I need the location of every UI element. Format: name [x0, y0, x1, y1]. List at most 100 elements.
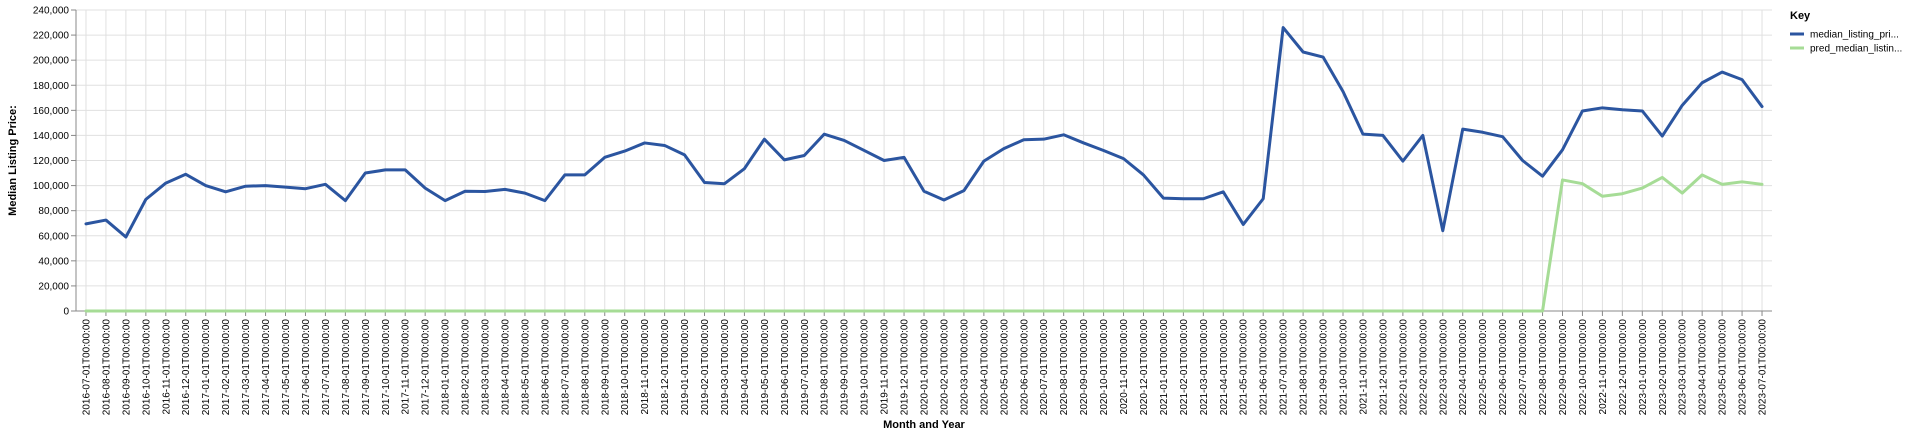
x-tick-label: 2023-05-01T00:00:00: [1718, 319, 1729, 416]
x-tick-label: 2016-10-01T00:00:00: [141, 319, 152, 416]
y-tick-label: 60,000: [38, 231, 69, 242]
x-tick-label: 2019-04-01T00:00:00: [740, 319, 751, 416]
x-tick-label: 2017-01-01T00:00:00: [201, 319, 212, 416]
x-tick-label: 2020-03-01T00:00:00: [959, 319, 970, 416]
y-tick-label: 20,000: [38, 281, 69, 292]
x-tick-label: 2021-03-01T00:00:00: [1199, 319, 1210, 416]
x-tick-label: 2022-02-01T00:00:00: [1418, 319, 1429, 416]
x-tick-label: 2022-04-01T00:00:00: [1458, 319, 1469, 416]
y-tick-label: 220,000: [33, 31, 70, 42]
y-tick-label: 0: [63, 307, 69, 318]
y-tick-label: 180,000: [33, 81, 70, 92]
series-line-2: [84, 173, 1764, 313]
x-tick-label: 2020-05-01T00:00:00: [999, 319, 1010, 416]
x-tick-label: 2016-11-01T00:00:00: [161, 319, 172, 415]
x-tick-label: 2016-07-01T00:00:00: [81, 319, 92, 416]
series-line-1: [84, 26, 1764, 239]
x-tick-label: 2018-08-01T00:00:00: [580, 319, 591, 416]
x-tick-label: 2020-01-01T00:00:00: [920, 319, 931, 416]
x-tick-label: 2022-08-01T00:00:00: [1538, 319, 1549, 416]
y-tick-label: 120,000: [33, 156, 70, 167]
y-tick-label: 140,000: [33, 131, 70, 142]
x-tick-label: 2022-05-01T00:00:00: [1478, 319, 1489, 416]
x-tick-label: 2021-11-01T00:00:00: [1358, 319, 1369, 415]
x-tick-label: 2018-12-01T00:00:00: [660, 319, 671, 416]
x-tick-label: 2016-12-01T00:00:00: [181, 319, 192, 416]
y-tick-label: 200,000: [33, 56, 70, 67]
x-tick-label: 2023-01-01T00:00:00: [1638, 319, 1649, 416]
x-tick-label: 2017-07-01T00:00:00: [321, 319, 332, 416]
y-tick-label: 80,000: [38, 206, 69, 217]
legend-label: pred_median_listin...: [1810, 44, 1902, 55]
legend-label: median_listing_pri...: [1810, 30, 1899, 41]
x-tick-label: 2016-09-01T00:00:00: [121, 319, 132, 416]
x-axis-title: Month and Year: [883, 419, 965, 431]
x-tick-label: 2022-12-01T00:00:00: [1618, 319, 1629, 416]
x-tick-label: 2021-07-01T00:00:00: [1279, 319, 1290, 416]
x-tick-label: 2019-11-01T00:00:00: [880, 319, 891, 415]
x-tick-label: 2018-09-01T00:00:00: [600, 319, 611, 416]
x-tick-label: 2018-10-01T00:00:00: [620, 319, 631, 416]
y-axis: 0 20,000 40,000 60,000 80,000 100,000 120,000 1…: [33, 6, 77, 318]
x-tick-label: 2018-05-01T00:00:00: [520, 319, 531, 416]
x-tick-label: 2018-04-01T00:00:00: [500, 319, 511, 416]
y-tick-label: 100,000: [33, 181, 70, 192]
x-tick-label: 2021-05-01T00:00:00: [1239, 319, 1250, 416]
x-tick-label: 2020-06-01T00:00:00: [1019, 319, 1030, 416]
x-axis: 2016-07-01T00:00:00 2016-08-01T00:00:00 20…: [76, 310, 1772, 416]
x-tick-label: 2019-07-01T00:00:00: [800, 319, 811, 416]
x-tick-label: 2018-01-01T00:00:00: [441, 319, 452, 416]
x-tick-label: 2023-04-01T00:00:00: [1698, 319, 1709, 416]
y-axis-title: Median Listing Price:: [7, 105, 19, 216]
x-tick-label: 2020-10-01T00:00:00: [1099, 319, 1110, 416]
x-tick-label: 2020-12-01T00:00:00: [1139, 319, 1150, 416]
x-tick-label: 2021-02-01T00:00:00: [1179, 319, 1190, 416]
x-tick-label: 2019-02-01T00:00:00: [700, 319, 711, 416]
x-tick-label: 2023-02-01T00:00:00: [1658, 319, 1669, 416]
legend: Key median_listing_pri... pred_median_lis…: [1790, 10, 1902, 55]
x-tick-label: 2021-09-01T00:00:00: [1319, 319, 1330, 416]
x-tick-label: 2020-07-01T00:00:00: [1039, 319, 1050, 416]
x-tick-label: 2021-01-01T00:00:00: [1159, 319, 1170, 416]
x-tick-label: 2022-09-01T00:00:00: [1558, 319, 1569, 416]
y-tick-label: 40,000: [38, 256, 69, 267]
x-tick-label: 2021-12-01T00:00:00: [1378, 319, 1389, 416]
x-tick-label: 2022-06-01T00:00:00: [1498, 319, 1509, 416]
x-tick-label: 2020-04-01T00:00:00: [979, 319, 990, 416]
x-tick-label: 2022-07-01T00:00:00: [1518, 319, 1529, 416]
x-tick-label: 2023-07-01T00:00:00: [1758, 319, 1769, 416]
x-tick-label: 2018-03-01T00:00:00: [481, 319, 492, 416]
x-tick-label: 2019-10-01T00:00:00: [860, 319, 871, 416]
x-tick-label: 2019-01-01T00:00:00: [680, 319, 691, 416]
x-tick-label: 2019-06-01T00:00:00: [780, 319, 791, 416]
x-tick-label: 2018-02-01T00:00:00: [461, 319, 472, 416]
x-tick-label: 2018-06-01T00:00:00: [540, 319, 551, 416]
x-tick-label: 2020-09-01T00:00:00: [1079, 319, 1090, 416]
legend-title: Key: [1790, 10, 1811, 22]
y-tick-label: 240,000: [33, 6, 70, 17]
x-tick-label: 2019-09-01T00:00:00: [840, 319, 851, 416]
x-tick-label: 2022-10-01T00:00:00: [1578, 319, 1589, 416]
x-tick-label: 2017-05-01T00:00:00: [281, 319, 292, 416]
x-tick-label: 2021-06-01T00:00:00: [1259, 319, 1270, 416]
x-tick-label: 2016-08-01T00:00:00: [101, 319, 112, 416]
x-tick-label: 2017-03-01T00:00:00: [241, 319, 252, 416]
x-tick-label: 2017-04-01T00:00:00: [261, 319, 272, 416]
x-tick-label: 2017-08-01T00:00:00: [341, 319, 352, 416]
x-tick-label: 2019-05-01T00:00:00: [760, 319, 771, 416]
x-tick-label: 2020-02-01T00:00:00: [939, 319, 950, 416]
x-tick-label: 2017-10-01T00:00:00: [381, 319, 392, 416]
x-tick-label: 2023-06-01T00:00:00: [1738, 319, 1749, 416]
x-tick-label: 2017-12-01T00:00:00: [421, 319, 432, 416]
x-tick-label: 2021-10-01T00:00:00: [1339, 319, 1350, 416]
x-tick-label: 2022-11-01T00:00:00: [1598, 319, 1609, 415]
x-tick-label: 2021-04-01T00:00:00: [1219, 319, 1230, 416]
x-tick-label: 2023-03-01T00:00:00: [1678, 319, 1689, 416]
x-tick-label: 2020-08-01T00:00:00: [1059, 319, 1070, 416]
x-tick-label: 2019-08-01T00:00:00: [820, 319, 831, 416]
x-tick-label: 2019-03-01T00:00:00: [720, 319, 731, 416]
x-tick-label: 2021-08-01T00:00:00: [1299, 319, 1310, 416]
x-tick-label: 2018-11-01T00:00:00: [640, 319, 651, 415]
series-lines: [84, 26, 1764, 313]
